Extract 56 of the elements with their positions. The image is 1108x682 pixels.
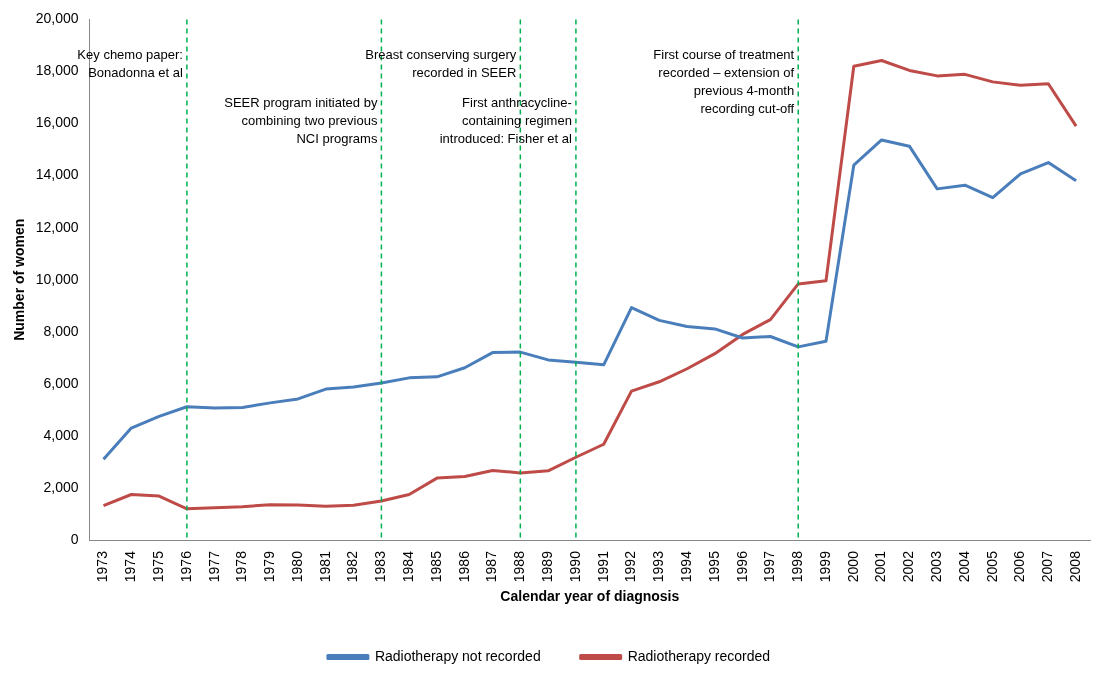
y-tick-label: 6,000 [43, 374, 79, 391]
ref-line-label: First anthracycline- containing regimen introduced: Fisher et al [439, 95, 573, 147]
x-tick-label: 2004 [955, 550, 972, 583]
y-tick-label: 0 [70, 530, 79, 547]
x-tick-label: 1975 [149, 550, 166, 583]
x-tick-label: 1980 [288, 550, 305, 583]
y-tick-label: 10,000 [35, 270, 79, 287]
y-tick-label: 14,000 [35, 166, 79, 183]
x-tick-label: 1989 [538, 550, 555, 583]
x-tick-label: 2000 [844, 550, 861, 583]
x-tick-label: 2005 [983, 550, 1000, 583]
ref-line-label: First course of treatment recorded – extension of previous 4-month recording cut-off [653, 47, 795, 117]
x-tick-label: 2007 [1039, 550, 1056, 583]
x-tick-label: 1982 [344, 550, 361, 583]
x-tick-label: 1991 [594, 550, 611, 583]
x-tick-label: 1983 [372, 550, 389, 583]
x-tick-label: 1996 [733, 550, 750, 583]
x-tick-label: 2003 [928, 550, 945, 583]
ref-line-label: Key chemo paper: Bonadonna et al [77, 47, 183, 81]
x-tick-label: 1978 [233, 550, 250, 583]
x-tick-label: 1981 [316, 550, 333, 583]
x-tick-label: 1985 [427, 550, 444, 583]
ref-line-label: Breast conserving surgery recorded in SEER [365, 47, 517, 81]
x-axis-title: Calendar year of diagnosis [500, 588, 680, 605]
x-tick-label: 2006 [1011, 550, 1028, 583]
y-tick-label: 2,000 [43, 478, 79, 495]
y-tick-label: 8,000 [43, 322, 79, 339]
y-tick-label: 18,000 [35, 62, 79, 79]
x-tick-label: 1977 [205, 550, 222, 583]
x-tick-label: 1994 [677, 550, 694, 583]
x-tick-label: 2001 [872, 550, 889, 583]
x-tick-label: 1984 [400, 550, 417, 583]
x-tick-label: 1997 [761, 550, 778, 583]
y-tick-label: 4,000 [43, 426, 79, 443]
x-tick-label: 1992 [622, 550, 639, 583]
x-tick-label: 1988 [511, 550, 528, 583]
x-tick-label: 1998 [789, 550, 806, 583]
x-tick-label: 1995 [705, 550, 722, 583]
x-tick-label: 1973 [94, 550, 111, 583]
x-tick-label: 1999 [816, 550, 833, 583]
y-tick-label: 12,000 [35, 218, 79, 235]
legend-label: Radiotherapy recorded [627, 647, 771, 664]
x-tick-label: 2008 [1066, 550, 1083, 583]
x-tick-label: 1987 [483, 550, 500, 583]
legend-label: Radiotherapy not recorded [374, 647, 541, 664]
y-tick-label: 20,000 [35, 10, 79, 27]
x-tick-label: 1986 [455, 550, 472, 583]
y-tick-label: 16,000 [35, 114, 79, 131]
x-tick-label: 2002 [900, 550, 917, 583]
x-tick-label: 1974 [122, 550, 139, 583]
x-tick-label: 1976 [177, 550, 194, 583]
x-tick-label: 1990 [566, 550, 583, 583]
y-axis-title: Number of women [11, 218, 28, 341]
ref-line-label: SEER program initiated by combining two previous NCI programs [224, 95, 378, 147]
x-tick-label: 1993 [650, 550, 667, 583]
x-tick-label: 1979 [261, 550, 278, 583]
